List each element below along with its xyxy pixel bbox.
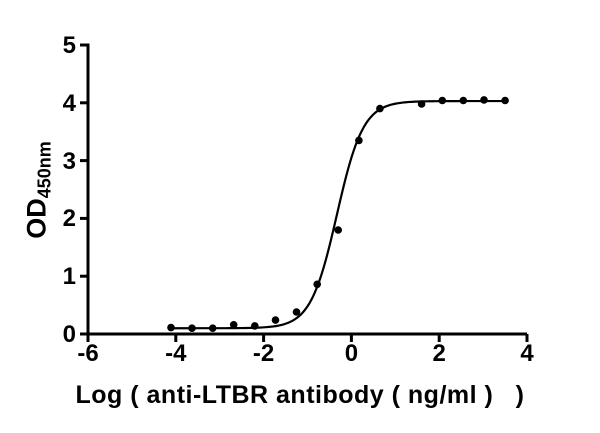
data-point bbox=[313, 280, 322, 289]
x-tick-label-0: -6 bbox=[77, 340, 99, 367]
data-point bbox=[480, 96, 488, 104]
y-tick-label-2: 2 bbox=[62, 205, 76, 233]
data-point bbox=[417, 100, 426, 108]
x-tick-label-3: 0 bbox=[344, 340, 359, 367]
x-tick-label-4: 2 bbox=[432, 340, 446, 367]
data-point bbox=[438, 96, 447, 105]
y-tick-label-5: 5 bbox=[62, 32, 76, 59]
data-point bbox=[208, 324, 217, 333]
data-point bbox=[501, 96, 509, 105]
data-point bbox=[376, 104, 384, 113]
data-point bbox=[355, 136, 363, 145]
y-tick-label-4: 4 bbox=[62, 89, 76, 117]
data-point bbox=[271, 316, 280, 324]
x-tick-label-1: -4 bbox=[165, 340, 187, 367]
data-point bbox=[167, 323, 175, 332]
data-point bbox=[188, 324, 196, 333]
y-tick-label-3: 3 bbox=[62, 147, 76, 175]
x-axis-title: Log ( anti-LTBR antibody ( ng/ml ) ) bbox=[75, 381, 525, 409]
x-tick-label-5: 4 bbox=[520, 340, 534, 367]
data-point bbox=[251, 322, 259, 330]
data-point bbox=[459, 96, 468, 105]
y-tick-label-1: 1 bbox=[62, 263, 76, 291]
y-tick-label-0: 0 bbox=[62, 321, 76, 348]
x-tick-label-2: -2 bbox=[252, 340, 275, 367]
data-point bbox=[229, 321, 238, 329]
data-point bbox=[334, 226, 343, 234]
fit-curve bbox=[170, 99, 505, 330]
data-point bbox=[292, 308, 301, 316]
